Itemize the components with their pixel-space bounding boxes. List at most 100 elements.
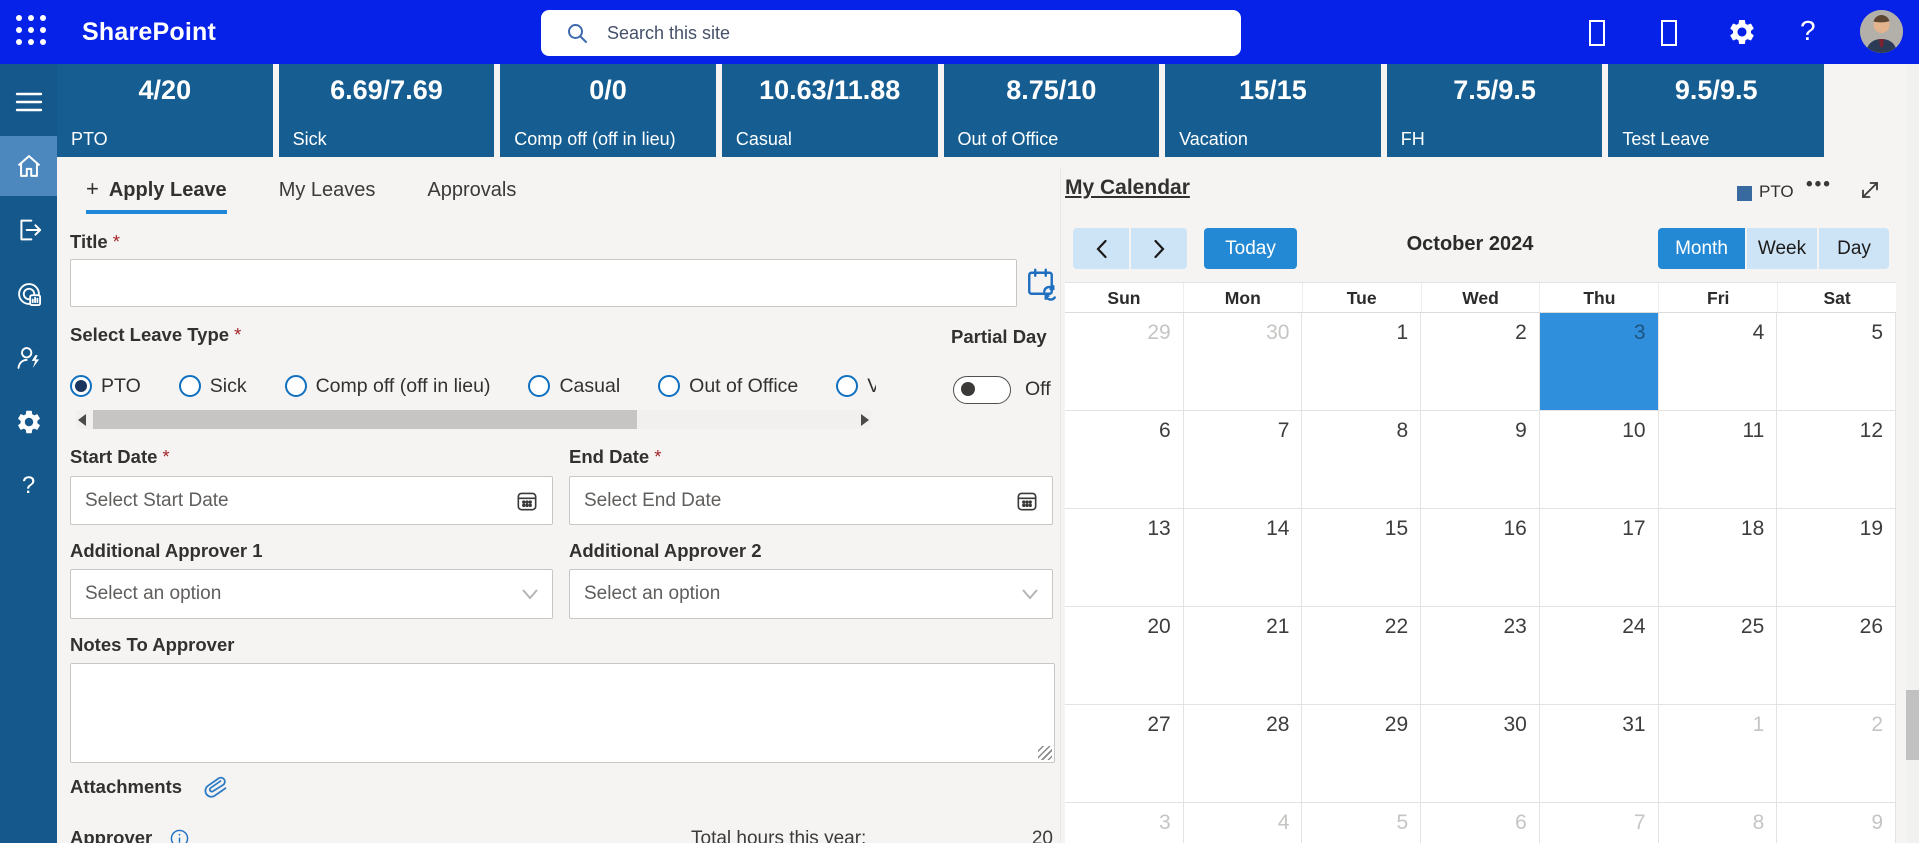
calendar-cell[interactable]: 8	[1658, 803, 1778, 843]
suite-glyph-icon-1[interactable]	[1589, 20, 1605, 46]
pto-legend-label: PTO	[1759, 182, 1794, 201]
radio-icon[interactable]	[70, 375, 92, 397]
title-input[interactable]	[70, 259, 1017, 307]
start-date-input[interactable]: Select Start Date	[70, 476, 553, 525]
calendar-cell[interactable]: 9	[1421, 411, 1540, 509]
calendar-cell[interactable]: 29	[1065, 313, 1184, 411]
approver2-select[interactable]: Select an option	[569, 569, 1053, 619]
calendar-cell[interactable]: 30	[1421, 705, 1540, 803]
calendar-cell[interactable]: 10	[1539, 411, 1659, 509]
end-date-input[interactable]: Select End Date	[569, 476, 1053, 525]
scrollbar-thumb[interactable]	[1906, 690, 1919, 760]
leave-type-option[interactable]: V	[836, 375, 876, 398]
sidebar-item-help[interactable]: ?	[0, 456, 57, 516]
calendar-cell[interactable]: 4	[1183, 803, 1303, 843]
view-month-button[interactable]: Month	[1658, 228, 1745, 269]
scroll-right-arrow-icon[interactable]	[861, 414, 869, 426]
scrollbar-thumb[interactable]	[93, 410, 637, 429]
calendar-cell[interactable]: 1	[1658, 705, 1778, 803]
calendar-cell[interactable]: 23	[1421, 607, 1540, 705]
app-launcher-waffle-icon[interactable]	[16, 15, 50, 49]
view-day-button[interactable]: Day	[1819, 228, 1889, 269]
info-icon[interactable]	[170, 829, 189, 843]
suite-glyph-icon-2[interactable]	[1661, 20, 1677, 46]
calendar-cell[interactable]: 4	[1658, 313, 1778, 411]
leave-type-option[interactable]: Out of Office	[658, 375, 798, 398]
calendar-cell[interactable]: 18	[1658, 509, 1778, 607]
radio-icon[interactable]	[658, 375, 681, 397]
calendar-cell[interactable]: 2	[1421, 313, 1540, 411]
calendar-cell[interactable]: 25	[1658, 607, 1778, 705]
sidebar-item-menu[interactable]	[0, 72, 57, 132]
calendar-cell[interactable]: 19	[1777, 509, 1896, 607]
calendar-cell[interactable]: 29	[1302, 705, 1422, 803]
radio-icon[interactable]	[178, 375, 201, 397]
leave-type-option[interactable]: Casual	[528, 375, 620, 398]
today-button[interactable]: Today	[1204, 228, 1297, 269]
partial-day-toggle[interactable]	[953, 376, 1011, 404]
calendar-cell[interactable]: 3	[1539, 313, 1659, 411]
approver1-select[interactable]: Select an option	[70, 569, 553, 619]
stat-label: Vacation	[1179, 129, 1248, 149]
calendar-cell[interactable]: 6	[1421, 803, 1540, 843]
help-icon[interactable]: ?	[1800, 15, 1816, 46]
calendar-cell[interactable]: 5	[1302, 803, 1422, 843]
calendar-cell[interactable]: 7	[1183, 411, 1303, 509]
calendar-cell[interactable]: 9	[1777, 803, 1896, 843]
calendar-prev-button[interactable]	[1073, 228, 1129, 269]
leave-type-scrollbar[interactable]	[76, 410, 871, 429]
calendar-next-button[interactable]	[1131, 228, 1187, 269]
calendar-cell[interactable]: 27	[1065, 705, 1184, 803]
expand-icon[interactable]	[1858, 178, 1882, 202]
scroll-left-arrow-icon[interactable]	[78, 414, 86, 426]
calendar-sync-icon[interactable]	[1024, 266, 1060, 302]
notes-textarea[interactable]	[70, 663, 1055, 763]
sidebar-item-records[interactable]	[0, 264, 57, 324]
calendar-cell[interactable]: 30	[1183, 313, 1303, 411]
sidebar-item-settings[interactable]	[0, 392, 57, 452]
tab-apply-leave[interactable]: + Apply Leave	[86, 176, 227, 214]
calendar-cell[interactable]: 3	[1065, 803, 1184, 843]
calendar-cell[interactable]: 7	[1539, 803, 1659, 843]
sidebar-item-sign-out[interactable]	[0, 200, 57, 260]
calendar-cell[interactable]: 22	[1302, 607, 1422, 705]
calendar-cell[interactable]: 5	[1777, 313, 1896, 411]
calendar-cell[interactable]: 8	[1302, 411, 1422, 509]
leave-type-label: Select Leave Type *	[70, 324, 242, 345]
more-options-icon[interactable]: •••	[1806, 174, 1832, 195]
leave-type-option[interactable]: Comp off (off in lieu)	[284, 375, 490, 398]
page-scrollbar[interactable]	[1906, 64, 1919, 843]
leave-type-option[interactable]: PTO	[70, 375, 141, 398]
site-search-box[interactable]	[541, 10, 1241, 56]
calendar-cell[interactable]: 26	[1777, 607, 1896, 705]
leave-type-option[interactable]: Sick	[178, 375, 247, 398]
paperclip-icon[interactable]	[202, 772, 230, 803]
calendar-cell[interactable]: 15	[1302, 509, 1422, 607]
tab-approvals[interactable]: Approvals	[427, 179, 517, 201]
radio-icon[interactable]	[836, 375, 859, 397]
sidebar-item-user-actions[interactable]	[0, 328, 57, 388]
calendar-cell[interactable]: 16	[1421, 509, 1540, 607]
settings-gear-icon[interactable]	[1727, 17, 1757, 47]
sidebar-item-home[interactable]	[0, 136, 57, 196]
calendar-cell[interactable]: 31	[1539, 705, 1659, 803]
search-input[interactable]	[605, 21, 1169, 45]
calendar-cell[interactable]: 13	[1065, 509, 1184, 607]
user-avatar[interactable]	[1860, 10, 1903, 53]
calendar-cell[interactable]: 17	[1539, 509, 1659, 607]
calendar-cell[interactable]: 24	[1539, 607, 1659, 705]
calendar-cell[interactable]: 21	[1183, 607, 1303, 705]
tab-my-leaves[interactable]: My Leaves	[278, 179, 376, 201]
my-calendar-link[interactable]: My Calendar	[1065, 176, 1190, 199]
calendar-cell[interactable]: 1	[1302, 313, 1422, 411]
calendar-cell[interactable]: 20	[1065, 607, 1184, 705]
view-week-button[interactable]: Week	[1747, 228, 1817, 269]
calendar-cell[interactable]: 28	[1183, 705, 1303, 803]
calendar-cell[interactable]: 12	[1777, 411, 1896, 509]
calendar-cell[interactable]: 6	[1065, 411, 1184, 509]
calendar-cell[interactable]: 11	[1658, 411, 1778, 509]
radio-icon[interactable]	[284, 375, 307, 397]
calendar-cell[interactable]: 14	[1183, 509, 1303, 607]
calendar-cell[interactable]: 2	[1777, 705, 1896, 803]
radio-icon[interactable]	[528, 375, 551, 397]
